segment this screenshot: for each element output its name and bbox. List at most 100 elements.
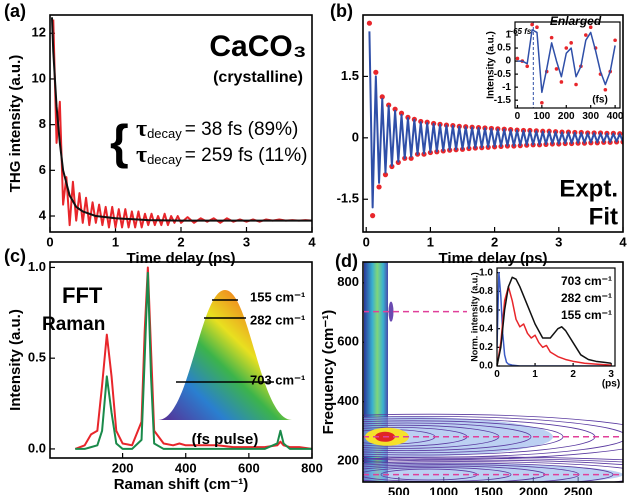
legend-label: Fit xyxy=(589,203,618,230)
inset-title: Enlarged xyxy=(550,14,602,28)
contour-ring xyxy=(363,458,623,463)
x-axis-label: (fs) xyxy=(592,95,608,106)
x-tick-label: 400 xyxy=(607,111,624,122)
plot-frame xyxy=(49,14,313,233)
data-line xyxy=(497,271,612,366)
x-tick-label: 4 xyxy=(619,234,627,249)
data-point xyxy=(398,110,405,116)
x-tick-label: 1 xyxy=(427,234,434,249)
y-axis-label: THG intensity (a.u.) xyxy=(7,55,24,193)
y-axis-label: Intensity (a.u.) xyxy=(486,31,497,99)
y-tick-label: 1.0 xyxy=(479,267,493,278)
legend-label: 703 cm⁻¹ xyxy=(561,274,612,288)
inset-background xyxy=(515,22,620,108)
data-point xyxy=(373,69,379,75)
data-point xyxy=(525,64,530,69)
data-point xyxy=(584,33,588,37)
data-point xyxy=(408,155,414,161)
chart-title: CaCO₃ xyxy=(209,30,306,63)
x-tick-label: 400 xyxy=(175,460,197,475)
y-tick-label: 200 xyxy=(337,453,359,468)
contour-ring xyxy=(363,413,623,460)
x-axis-label: Time delay (ps) xyxy=(439,250,548,267)
annotation: τdecay = 38 fs (89%) xyxy=(136,116,298,142)
y-tick-label: -1.5 xyxy=(494,95,512,106)
y-tick-label: 4 xyxy=(39,207,47,222)
x-axis-label: (ps) xyxy=(602,379,620,390)
x-tick-label: 100 xyxy=(534,111,551,122)
x-tick-label: 1000 xyxy=(429,484,458,495)
y-tick-label: 0.6 xyxy=(479,305,493,316)
data-point xyxy=(366,20,373,26)
legend-label: Raman xyxy=(42,314,105,335)
panel-label: (a) xyxy=(4,1,26,21)
data-point xyxy=(515,56,520,61)
data-point xyxy=(530,22,534,27)
annotation: τdecay = 259 fs (11%) xyxy=(136,142,307,168)
y-tick-label: 0 xyxy=(352,129,359,144)
x-tick-label: 3 xyxy=(608,369,614,380)
x-tick-label: 3 xyxy=(555,234,562,249)
contour-core xyxy=(388,301,394,322)
data-point xyxy=(588,25,593,30)
x-tick-label: 200 xyxy=(558,111,575,122)
data-point xyxy=(549,35,554,40)
data-line xyxy=(368,31,623,209)
y-tick-label: 0.5 xyxy=(497,43,511,54)
data-point xyxy=(569,41,573,45)
panel-label: (d) xyxy=(335,251,358,271)
brace: { xyxy=(110,117,129,170)
y-axis-label: Frequency (cm⁻¹) xyxy=(320,310,337,435)
plot-frame xyxy=(49,261,313,459)
y-axis-label: Intensity (a.u.) xyxy=(7,309,24,411)
y-tick-label: 0.0 xyxy=(479,361,493,372)
data-point xyxy=(564,46,569,50)
contour-ring xyxy=(363,461,623,482)
y-tick-label: 0.2 xyxy=(479,342,493,353)
plot-frame xyxy=(362,261,624,483)
legend-label: 155 cm⁻¹ xyxy=(561,308,612,322)
x-tick-label: 4 xyxy=(308,234,316,249)
y-tick-label: -1 xyxy=(502,82,511,93)
data-point xyxy=(382,172,389,178)
y-tick-label: 0.5 xyxy=(28,350,46,365)
data-point xyxy=(540,100,544,105)
y-tick-label: 0.4 xyxy=(479,323,493,334)
data-line xyxy=(517,29,616,94)
chart-subtitle: (crystalline) xyxy=(213,69,303,86)
y-tick-label: 8 xyxy=(39,116,46,131)
y-tick-label: -1.5 xyxy=(337,191,359,206)
x-tick-label: 1 xyxy=(532,369,538,380)
plot-area xyxy=(366,20,623,219)
pulse-shape xyxy=(158,290,292,420)
marker-label: ~65 fs xyxy=(508,27,531,36)
data-point xyxy=(379,94,385,100)
y-tick-label: 10 xyxy=(32,70,46,85)
x-tick-label: 2 xyxy=(491,234,498,249)
data-point xyxy=(535,25,539,30)
x-tick-label: 0 xyxy=(515,111,521,122)
data-point xyxy=(376,184,382,190)
x-tick-label: 1500 xyxy=(474,484,503,495)
y-tick-label: 0.8 xyxy=(479,286,493,297)
y-tick-label: 1.0 xyxy=(28,259,46,274)
panel-label: (b) xyxy=(330,1,353,21)
x-tick-label: 800 xyxy=(301,460,323,475)
plot-area xyxy=(74,266,312,450)
x-tick-label: 600 xyxy=(238,460,260,475)
annotation-subscript: decay xyxy=(147,126,182,141)
contour-ring xyxy=(363,416,623,458)
data-point xyxy=(574,82,578,87)
annotation-symbol: τ xyxy=(136,116,147,142)
data-line xyxy=(74,266,312,450)
pulse-label: 703 cm⁻¹ xyxy=(250,372,305,387)
legend-label: FFT xyxy=(62,283,103,308)
annotation-subscript: decay xyxy=(147,152,182,167)
data-point xyxy=(554,67,559,71)
contour-ring xyxy=(363,456,623,461)
x-tick-label: 2 xyxy=(177,234,184,249)
plot-area xyxy=(515,22,617,105)
y-tick-label: 6 xyxy=(39,162,46,177)
panel-label: (c) xyxy=(4,246,26,266)
